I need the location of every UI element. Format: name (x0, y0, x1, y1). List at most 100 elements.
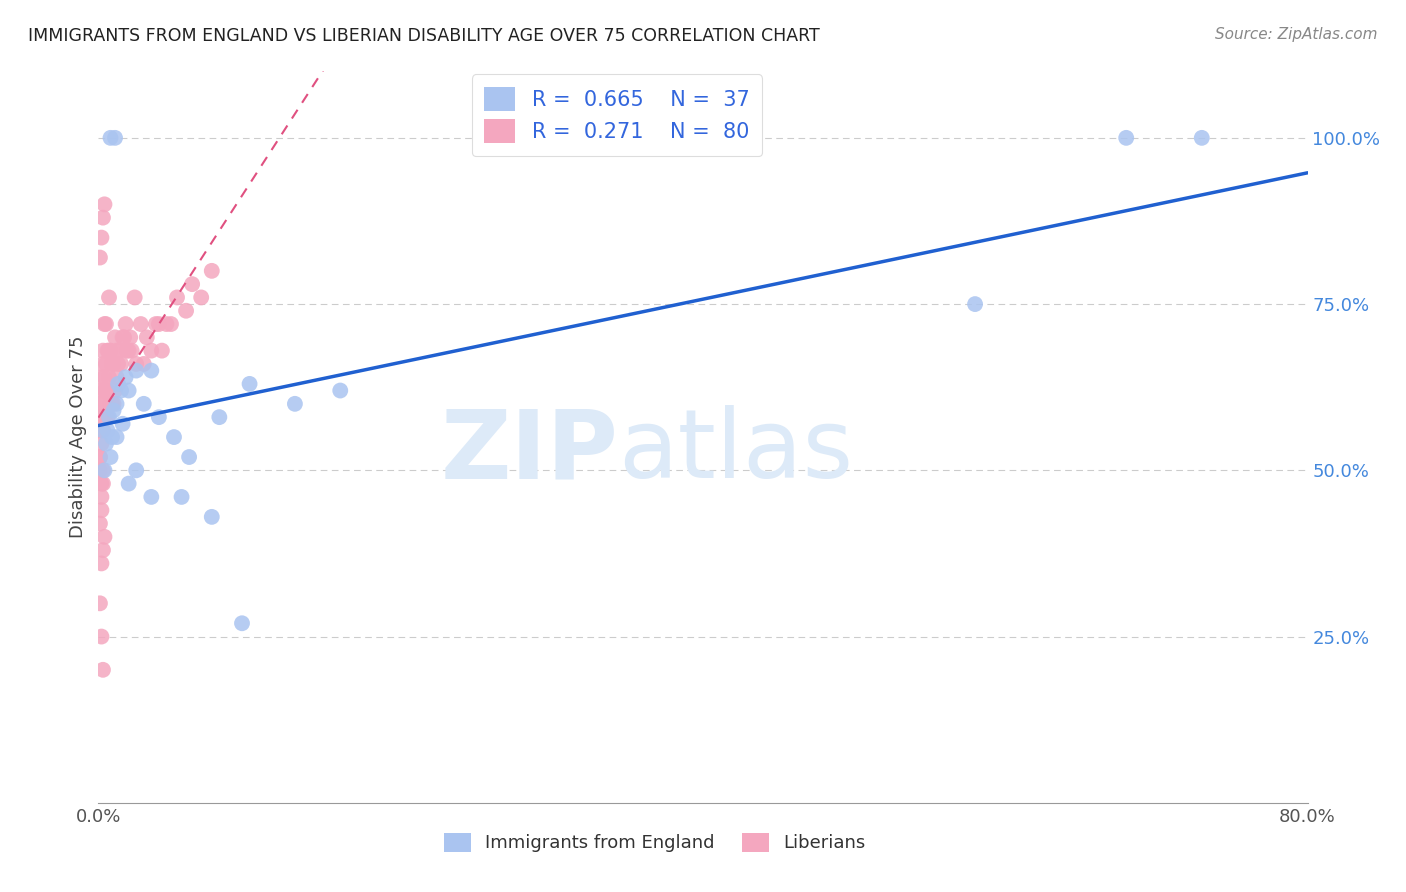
Point (174, 303, 197, 318)
Point (91, 424, 114, 438)
Point (100, 450, 122, 464)
Point (107, 357, 129, 371)
Point (114, 317, 136, 331)
Point (91, 357, 114, 371)
Point (105, 343, 128, 358)
Point (89, 450, 111, 464)
Point (163, 430, 186, 444)
Point (132, 397, 155, 411)
Point (98, 370, 121, 384)
Point (100, 397, 122, 411)
Point (93, 410, 115, 425)
Point (141, 343, 163, 358)
Point (112, 330, 135, 344)
Point (145, 317, 167, 331)
Point (1115, 131, 1137, 145)
Point (141, 490, 163, 504)
Point (170, 490, 193, 504)
Point (89, 450, 111, 464)
Point (115, 343, 138, 358)
Point (181, 277, 204, 292)
Text: Source: ZipAtlas.com: Source: ZipAtlas.com (1215, 27, 1378, 42)
Point (100, 131, 122, 145)
Point (121, 343, 143, 358)
Point (118, 343, 141, 358)
Point (98, 410, 121, 425)
Point (111, 330, 134, 344)
Point (114, 370, 136, 384)
Point (98, 290, 121, 304)
Point (90, 384, 112, 398)
Point (90, 630, 112, 644)
Point (201, 264, 224, 278)
Text: ZIP: ZIP (440, 405, 619, 499)
Point (91, 463, 114, 477)
Point (90, 503, 112, 517)
Point (90, 230, 112, 244)
Point (93, 317, 115, 331)
Point (90, 436, 112, 450)
Point (94, 410, 117, 425)
Point (118, 476, 141, 491)
Point (91, 397, 114, 411)
Point (166, 290, 188, 304)
Point (118, 384, 141, 398)
Text: atlas: atlas (619, 405, 853, 499)
Point (91, 663, 114, 677)
Point (98, 343, 121, 358)
Point (105, 397, 128, 411)
Point (124, 290, 146, 304)
Point (125, 357, 148, 371)
Point (965, 297, 987, 311)
Point (91, 543, 114, 558)
Point (91, 476, 114, 491)
Point (90, 476, 112, 491)
Point (104, 330, 127, 344)
Point (94, 384, 117, 398)
Point (208, 410, 231, 425)
Point (125, 463, 148, 477)
Point (239, 376, 262, 391)
Point (90, 557, 112, 571)
Point (89, 596, 111, 610)
Point (160, 317, 183, 331)
Point (108, 343, 131, 358)
Point (107, 376, 129, 391)
Point (179, 450, 201, 464)
Point (150, 343, 173, 358)
Point (104, 131, 127, 145)
Point (89, 251, 111, 265)
Point (89, 516, 111, 531)
Point (132, 357, 155, 371)
Point (93, 530, 115, 544)
Point (89, 397, 111, 411)
Point (105, 370, 128, 384)
Point (94, 436, 117, 450)
Point (91, 424, 114, 438)
Point (93, 384, 115, 398)
Point (231, 616, 253, 631)
Point (129, 317, 152, 331)
Point (148, 317, 170, 331)
Point (103, 403, 125, 417)
Point (96, 424, 118, 438)
Point (93, 463, 115, 477)
Point (90, 490, 112, 504)
Point (103, 397, 125, 411)
Point (155, 317, 177, 331)
Point (110, 357, 132, 371)
Point (100, 343, 122, 358)
Point (101, 397, 124, 411)
Point (105, 430, 128, 444)
Point (90, 410, 112, 425)
Point (91, 343, 114, 358)
Point (96, 343, 118, 358)
Point (148, 410, 170, 425)
Point (90, 370, 112, 384)
Point (141, 363, 163, 377)
Point (1191, 131, 1213, 145)
Point (96, 410, 118, 425)
Point (104, 384, 127, 398)
Point (135, 330, 157, 344)
Point (94, 357, 117, 371)
